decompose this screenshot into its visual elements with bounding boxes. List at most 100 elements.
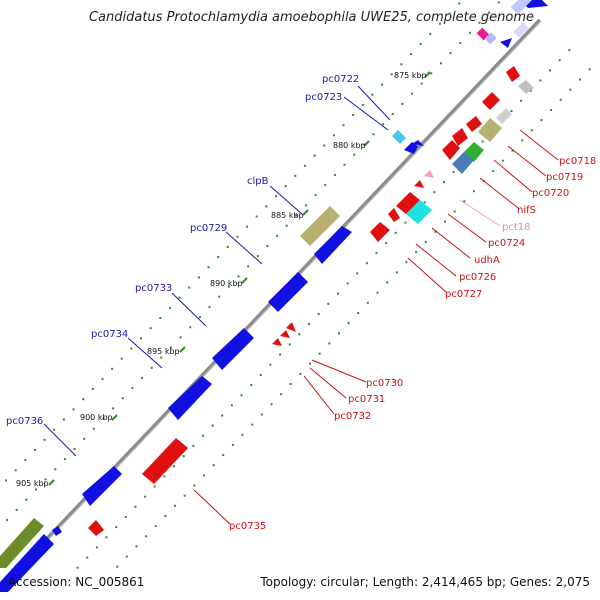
track-dot (510, 110, 513, 112)
track-dot (91, 388, 94, 391)
track-dot (438, 22, 441, 25)
track-dot (145, 535, 148, 538)
track-dot (394, 231, 397, 234)
track-dot (361, 103, 364, 106)
track-dot (288, 343, 291, 346)
track-dot (131, 387, 134, 390)
gene-pc0720 (452, 128, 468, 146)
track-dot (276, 234, 278, 237)
track-dot (550, 109, 553, 111)
track-dot (458, 2, 461, 5)
track-dot (309, 362, 311, 365)
track-dot (488, 11, 491, 14)
track-dot (221, 414, 224, 417)
track-dot (453, 210, 456, 213)
track-dot (404, 221, 407, 224)
track-dot (372, 133, 375, 136)
track-dot (299, 372, 302, 375)
track-dot (144, 495, 147, 498)
tick-880-kbp: 880 kbp (333, 141, 366, 150)
track-dot (255, 215, 258, 218)
track-dot (218, 295, 221, 298)
gene-pc0724 (396, 192, 420, 214)
track-dot (539, 79, 542, 82)
track-dot (382, 123, 385, 126)
track-dot (246, 225, 249, 228)
gene-pc0734 (168, 376, 212, 420)
gene-pc0733 (212, 328, 254, 370)
reverse-label-lines (193, 129, 559, 525)
track-dot (230, 404, 233, 407)
track-dot (478, 21, 481, 24)
label-pc0718: pc0718 (559, 156, 596, 167)
track-dot (150, 366, 153, 369)
track-dot (423, 201, 426, 204)
track-dot (211, 424, 214, 427)
track-dot (170, 346, 172, 349)
tick-885-kbp: 885 kbp (271, 211, 304, 220)
upper-features (476, 0, 548, 48)
track-dot (260, 413, 263, 416)
track-dot (134, 505, 137, 508)
gene-clpB-blue (314, 226, 352, 264)
track-dot (63, 458, 66, 461)
track-dot (121, 397, 124, 400)
label-pc0722: pc0722 (322, 74, 359, 85)
track-dot (390, 73, 393, 76)
track-dot (217, 256, 220, 259)
track-dot (343, 163, 346, 166)
track-dot (208, 305, 211, 308)
track-dot (365, 262, 368, 265)
label-pc0723: pc0723 (305, 92, 342, 103)
track-dot (120, 357, 123, 360)
gene-pct18 (424, 170, 434, 178)
gene-pc0730 (286, 322, 296, 332)
track-dot (559, 98, 562, 101)
track-dot (448, 12, 451, 15)
track-dot (153, 485, 156, 488)
track-dot (463, 200, 466, 203)
track-dot (178, 296, 181, 299)
track-dot (95, 546, 98, 549)
track-dot (284, 185, 287, 188)
label-pc0733: pc0733 (135, 283, 172, 294)
track-dot (314, 194, 317, 197)
track-dot (385, 241, 388, 244)
track-dot (101, 377, 104, 380)
track-dot (237, 275, 240, 278)
track-dot (160, 356, 163, 359)
track-dot (183, 494, 186, 497)
track-dot (303, 164, 306, 167)
track-dot (231, 443, 234, 446)
track-dot (240, 394, 243, 397)
track-dot (492, 169, 495, 172)
track-dot (497, 1, 500, 4)
track-dot (433, 191, 436, 194)
track-dot (401, 102, 404, 105)
track-dot (83, 437, 86, 440)
track-dot (6, 519, 8, 521)
reverse-genes (88, 66, 534, 536)
track-dot (92, 427, 95, 430)
label-pc0729: pc0729 (190, 223, 227, 234)
gene-pc0736 (82, 466, 122, 506)
track-dot (452, 170, 455, 173)
track-dot (405, 261, 408, 264)
track-dot (14, 469, 17, 472)
gene-olive (0, 518, 44, 568)
track-dot (468, 31, 471, 34)
track-dot (275, 195, 277, 198)
track-dots (5, 1, 591, 569)
gene-udhA (406, 200, 432, 224)
tick-875-kbp: 875 kbp (394, 71, 427, 80)
track-dot (353, 153, 356, 156)
track-dot (328, 342, 331, 345)
track-dot (34, 449, 36, 451)
track-dot (72, 408, 75, 411)
track-dot (279, 353, 282, 356)
track-dot (342, 124, 345, 127)
track-dot (362, 143, 365, 146)
track-dot (579, 78, 581, 81)
gene-clpB (300, 206, 340, 246)
